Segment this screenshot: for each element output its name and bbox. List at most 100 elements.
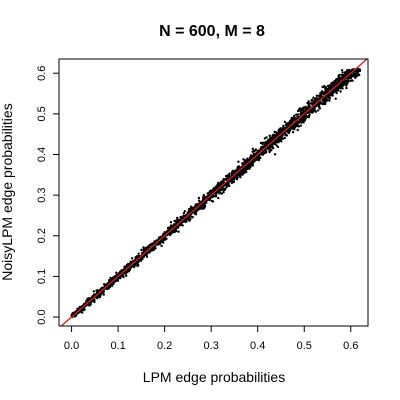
scatter-point (346, 71, 350, 75)
scatter-point (292, 126, 295, 130)
scatter-point (137, 254, 141, 258)
scatter-point (326, 99, 329, 102)
scatter-point (231, 177, 235, 180)
scatter-point (140, 248, 143, 252)
scatter-point (324, 100, 327, 104)
scatter-point (304, 105, 307, 109)
scatter-point (92, 290, 96, 293)
scatter-point (173, 219, 176, 223)
scatter-point (131, 257, 134, 260)
scatter-point (323, 91, 326, 95)
scatter-point (197, 199, 201, 202)
scatter-point (294, 124, 298, 128)
scatter-point (339, 87, 342, 90)
scatter-point (273, 153, 277, 156)
scatter-point (168, 227, 171, 230)
scatter-point (179, 216, 182, 219)
scatter-point (189, 207, 192, 210)
scatter-point (340, 73, 343, 77)
scatter-point (340, 81, 344, 85)
scatter-point (288, 120, 292, 123)
scatter-point (342, 82, 346, 86)
scatter-point (274, 134, 277, 137)
scatter-point (188, 219, 191, 222)
scatter-point (236, 167, 239, 170)
scatter-point (145, 253, 148, 256)
scatter-point (266, 147, 270, 150)
scatter-point (331, 84, 334, 87)
scatter-point (172, 223, 176, 226)
scatter-point (109, 276, 112, 280)
scatter-point (202, 196, 205, 199)
scatter-point (177, 230, 180, 233)
plot-area (58, 58, 369, 327)
y-tick-label: 0.4 (36, 147, 48, 162)
scatter-point (285, 134, 289, 137)
identity-reference-line (60, 58, 368, 327)
scatter-point (339, 90, 342, 93)
scatter-point (241, 169, 244, 172)
scatter-point (111, 277, 115, 280)
y-axis-label: NoisyLPM edge probabilities (0, 103, 15, 280)
scatter-point (277, 128, 281, 131)
scatter-point (307, 100, 310, 103)
scatter-point (287, 131, 291, 135)
scatter-point (225, 185, 228, 188)
scatter-point (301, 118, 305, 121)
scatter-point (304, 116, 307, 120)
scatter-point (311, 110, 315, 114)
scatter-point (333, 80, 336, 83)
scatter-point (353, 73, 357, 77)
scatter-point (209, 189, 212, 192)
scatter-point (324, 102, 327, 106)
y-tick-label: 0.1 (36, 269, 48, 284)
scatter-point (266, 139, 269, 142)
scatter-point (115, 279, 118, 282)
scatter-point (337, 86, 340, 89)
scatter-point (315, 103, 319, 107)
scatter-point (206, 192, 209, 195)
scatter-point (251, 164, 254, 167)
scatter-point (168, 233, 171, 237)
scatter-point (224, 178, 228, 181)
scatter-point (142, 249, 145, 253)
scatter-point (119, 276, 122, 280)
scatter-point (275, 144, 278, 147)
scatter-point (328, 96, 332, 100)
scatter-point (176, 216, 179, 220)
scatter-point (194, 213, 198, 216)
scatter-point (323, 86, 326, 89)
scatter-point (354, 76, 357, 79)
scatter-point (127, 263, 130, 266)
scatter-point (283, 120, 287, 124)
scatter-point (129, 260, 132, 264)
scatter-point (295, 113, 298, 116)
scatter-point (231, 173, 234, 176)
scatter-point (298, 120, 301, 123)
scatter-point (226, 175, 229, 178)
scatter-point (235, 178, 239, 181)
scatter-point (231, 180, 234, 184)
scatter-point (222, 179, 225, 182)
scatter-point (195, 210, 198, 214)
scatter-point (250, 161, 254, 164)
scatter-point (227, 184, 230, 187)
scatter-point (182, 214, 185, 217)
scatter-point (321, 85, 324, 89)
scatter-point (265, 136, 268, 139)
scatter-point (141, 257, 144, 261)
scatter-point (272, 146, 275, 150)
scatter-point (222, 191, 225, 194)
scatter-point (295, 122, 298, 125)
scatter-point (161, 240, 164, 243)
scatter-point (249, 154, 253, 157)
scatter-point (139, 259, 143, 262)
scatter-point (335, 77, 338, 81)
scatter-point (328, 99, 331, 102)
scatter-point (316, 109, 320, 112)
scatter-point (173, 228, 177, 231)
x-tick-label: 0.6 (343, 340, 358, 352)
scatter-point (152, 248, 155, 251)
y-tick-label: 0.6 (36, 66, 48, 81)
